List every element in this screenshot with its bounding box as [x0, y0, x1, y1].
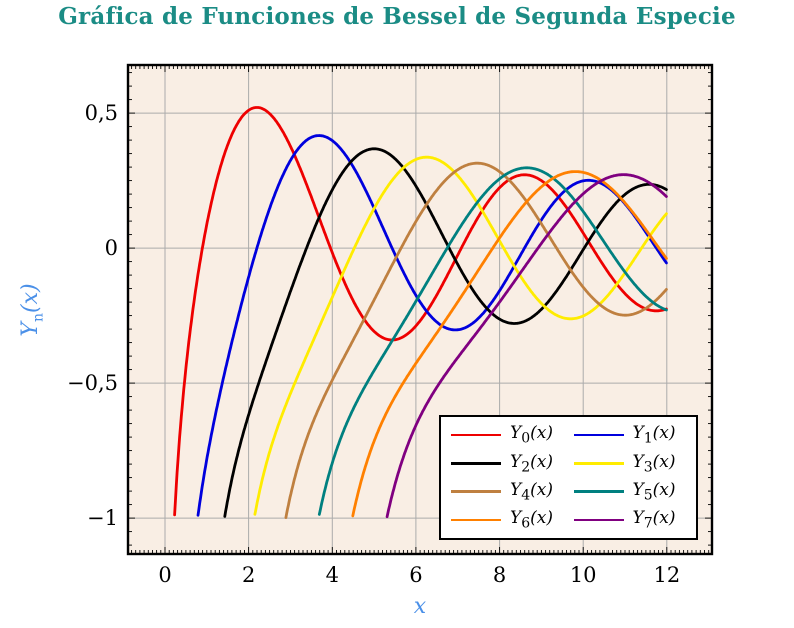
plot-border — [126, 63, 714, 556]
legend-label: Y0(x) — [510, 423, 554, 447]
y-tick-label: −0,5 — [67, 371, 118, 396]
y-axis-label-sub: n — [30, 313, 47, 323]
x-axis-label: x — [413, 594, 427, 619]
y-tick-label: 0,5 — [84, 101, 118, 126]
x-tick-label: 8 — [492, 563, 507, 587]
legend-label: Y3(x) — [632, 451, 676, 476]
y-axis-label: Yn(x) — [18, 273, 47, 347]
legend-label: Y6(x) — [510, 508, 554, 532]
legend-entry: Y6(x) — [451, 508, 574, 532]
legend-line-swatch — [451, 490, 501, 493]
legend-line-swatch — [573, 433, 624, 437]
legend-entry: Y2(x) — [451, 452, 574, 475]
legend-label: Y4(x) — [510, 479, 554, 504]
legend-label: Y2(x) — [510, 451, 554, 476]
series-curve-Y3 — [253, 155, 668, 516]
x-tick-label: 12 — [653, 563, 681, 587]
chart-title: Gráfica de Funciones de Bessel de Segund… — [58, 3, 736, 30]
x-tick-label: 6 — [409, 563, 423, 587]
legend-line-swatch — [573, 518, 624, 522]
series-curve-Y6 — [351, 170, 668, 518]
y-tick-label: 0 — [104, 236, 118, 261]
legend-entry: Y5(x) — [573, 479, 697, 504]
series-curve-Y5 — [317, 166, 668, 516]
legend-entry: Y0(x) — [451, 423, 574, 447]
series-curve-Y0 — [173, 106, 668, 517]
x-tick-label: 0 — [158, 563, 172, 587]
series-curve-Y7 — [385, 173, 668, 519]
legend-label: Y1(x) — [632, 423, 676, 447]
legend-line-swatch — [451, 433, 501, 437]
legend-line-swatch — [451, 518, 501, 522]
legend-entry: Y3(x) — [573, 451, 697, 476]
x-tick-label: 4 — [325, 563, 339, 587]
series-curve-Y1 — [196, 134, 668, 517]
legend-line-swatch — [451, 462, 501, 465]
legend: Y0(x) Y1(x) Y2(x) Y3(x) Y4(x) Y5(x) Y6(x) Y7(x) — [439, 415, 698, 540]
legend-entry: Y7(x) — [573, 508, 697, 532]
series-curve-Y4 — [284, 161, 668, 519]
legend-label: Y5(x) — [632, 479, 676, 504]
x-tick-label: 2 — [241, 563, 256, 587]
x-tick-label: 10 — [569, 563, 597, 587]
legend-entry: Y1(x) — [573, 423, 697, 447]
legend-line-swatch — [573, 490, 624, 493]
legend-label: Y7(x) — [632, 508, 676, 532]
legend-entry: Y4(x) — [451, 480, 574, 503]
y-axis-label-base: Y — [18, 322, 43, 337]
y-axis-label-rest: (x) — [18, 283, 43, 314]
legend-line-swatch — [573, 462, 624, 465]
series-curve-Y2 — [223, 147, 668, 518]
y-tick-label: −1 — [87, 506, 118, 531]
